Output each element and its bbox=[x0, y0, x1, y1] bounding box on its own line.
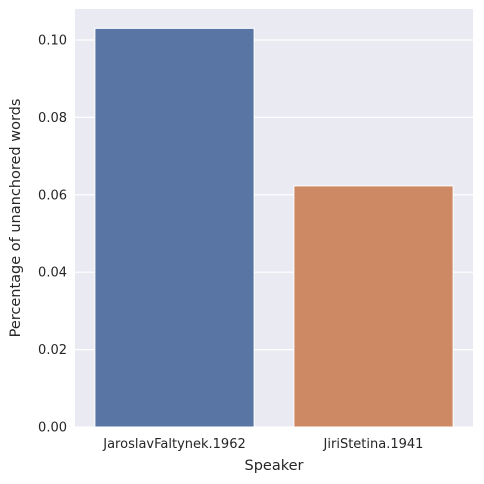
bar bbox=[293, 185, 454, 428]
y-tick-label: 0.02 bbox=[38, 343, 67, 358]
y-tick-label: 0.08 bbox=[38, 111, 67, 126]
y-tick-label: 0.10 bbox=[38, 33, 67, 48]
bar bbox=[94, 27, 255, 428]
y-axis-title: Percentage of unanchored words bbox=[8, 99, 24, 338]
x-tick-labels: JaroslavFaltynek.1962 JiriStetina.1941 bbox=[102, 437, 423, 452]
bars bbox=[94, 27, 454, 428]
y-tick-labels: 0.00 0.02 0.04 0.06 0.08 0.10 bbox=[38, 33, 67, 435]
y-tick-label: 0.00 bbox=[38, 421, 67, 436]
x-tick-label: JaroslavFaltynek.1962 bbox=[102, 437, 246, 452]
x-axis-title: Speaker bbox=[245, 458, 304, 474]
x-tick-label: JiriStetina.1941 bbox=[323, 437, 424, 452]
y-tick-label: 0.06 bbox=[38, 188, 67, 203]
y-tick-label: 0.04 bbox=[38, 266, 67, 281]
